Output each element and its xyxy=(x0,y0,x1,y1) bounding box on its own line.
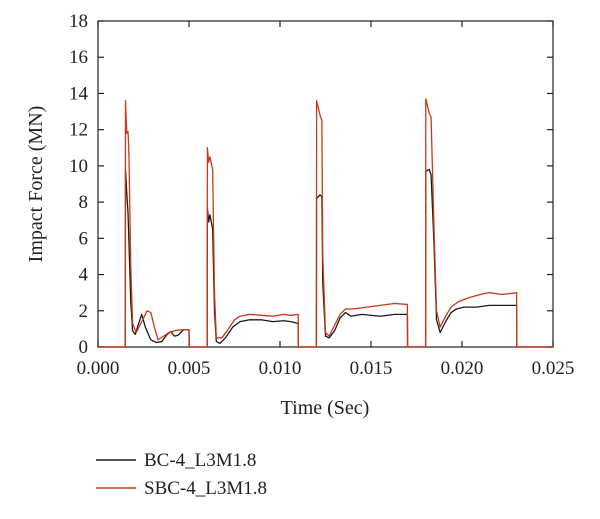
series-group xyxy=(98,98,553,348)
y-tick-label: 14 xyxy=(69,83,89,104)
y-tick-label: 18 xyxy=(69,11,88,32)
plot-frame xyxy=(97,20,554,348)
x-tick-label: 0.020 xyxy=(441,358,484,379)
x-tick-label: 0.005 xyxy=(168,358,211,379)
y-tick-label: 6 xyxy=(79,228,89,249)
y-tick-label: 2 xyxy=(79,301,89,322)
x-axis: 0.000 0.005 0.010 0.015 0.020 0.025 xyxy=(77,21,575,379)
x-tick-label: 0.025 xyxy=(532,358,575,379)
y-tick-label: 0 xyxy=(79,337,89,358)
series-line-1 xyxy=(98,98,553,348)
x-tick-label: 0.015 xyxy=(350,358,393,379)
y-tick-label: 12 xyxy=(69,120,88,141)
x-tick-label: 0.010 xyxy=(259,358,302,379)
y-tick-label: 16 xyxy=(69,47,88,68)
y-axis: 0 2 4 6 8 10 12 14 16 18 xyxy=(69,11,553,358)
x-tick-label: 0.000 xyxy=(77,358,120,379)
legend-label-sbc: SBC-4_L3M1.8 xyxy=(144,478,267,499)
legend-label-bc: BC-4_L3M1.8 xyxy=(144,450,256,471)
y-tick-label: 10 xyxy=(69,156,88,177)
y-tick-label: 4 xyxy=(79,265,89,286)
legend: BC-4_L3M1.8 SBC-4_L3M1.8 xyxy=(96,450,267,499)
x-axis-title: Time (Sec) xyxy=(281,397,370,419)
y-tick-label: 8 xyxy=(79,192,89,213)
y-axis-title: Impact Force (MN) xyxy=(25,106,47,263)
